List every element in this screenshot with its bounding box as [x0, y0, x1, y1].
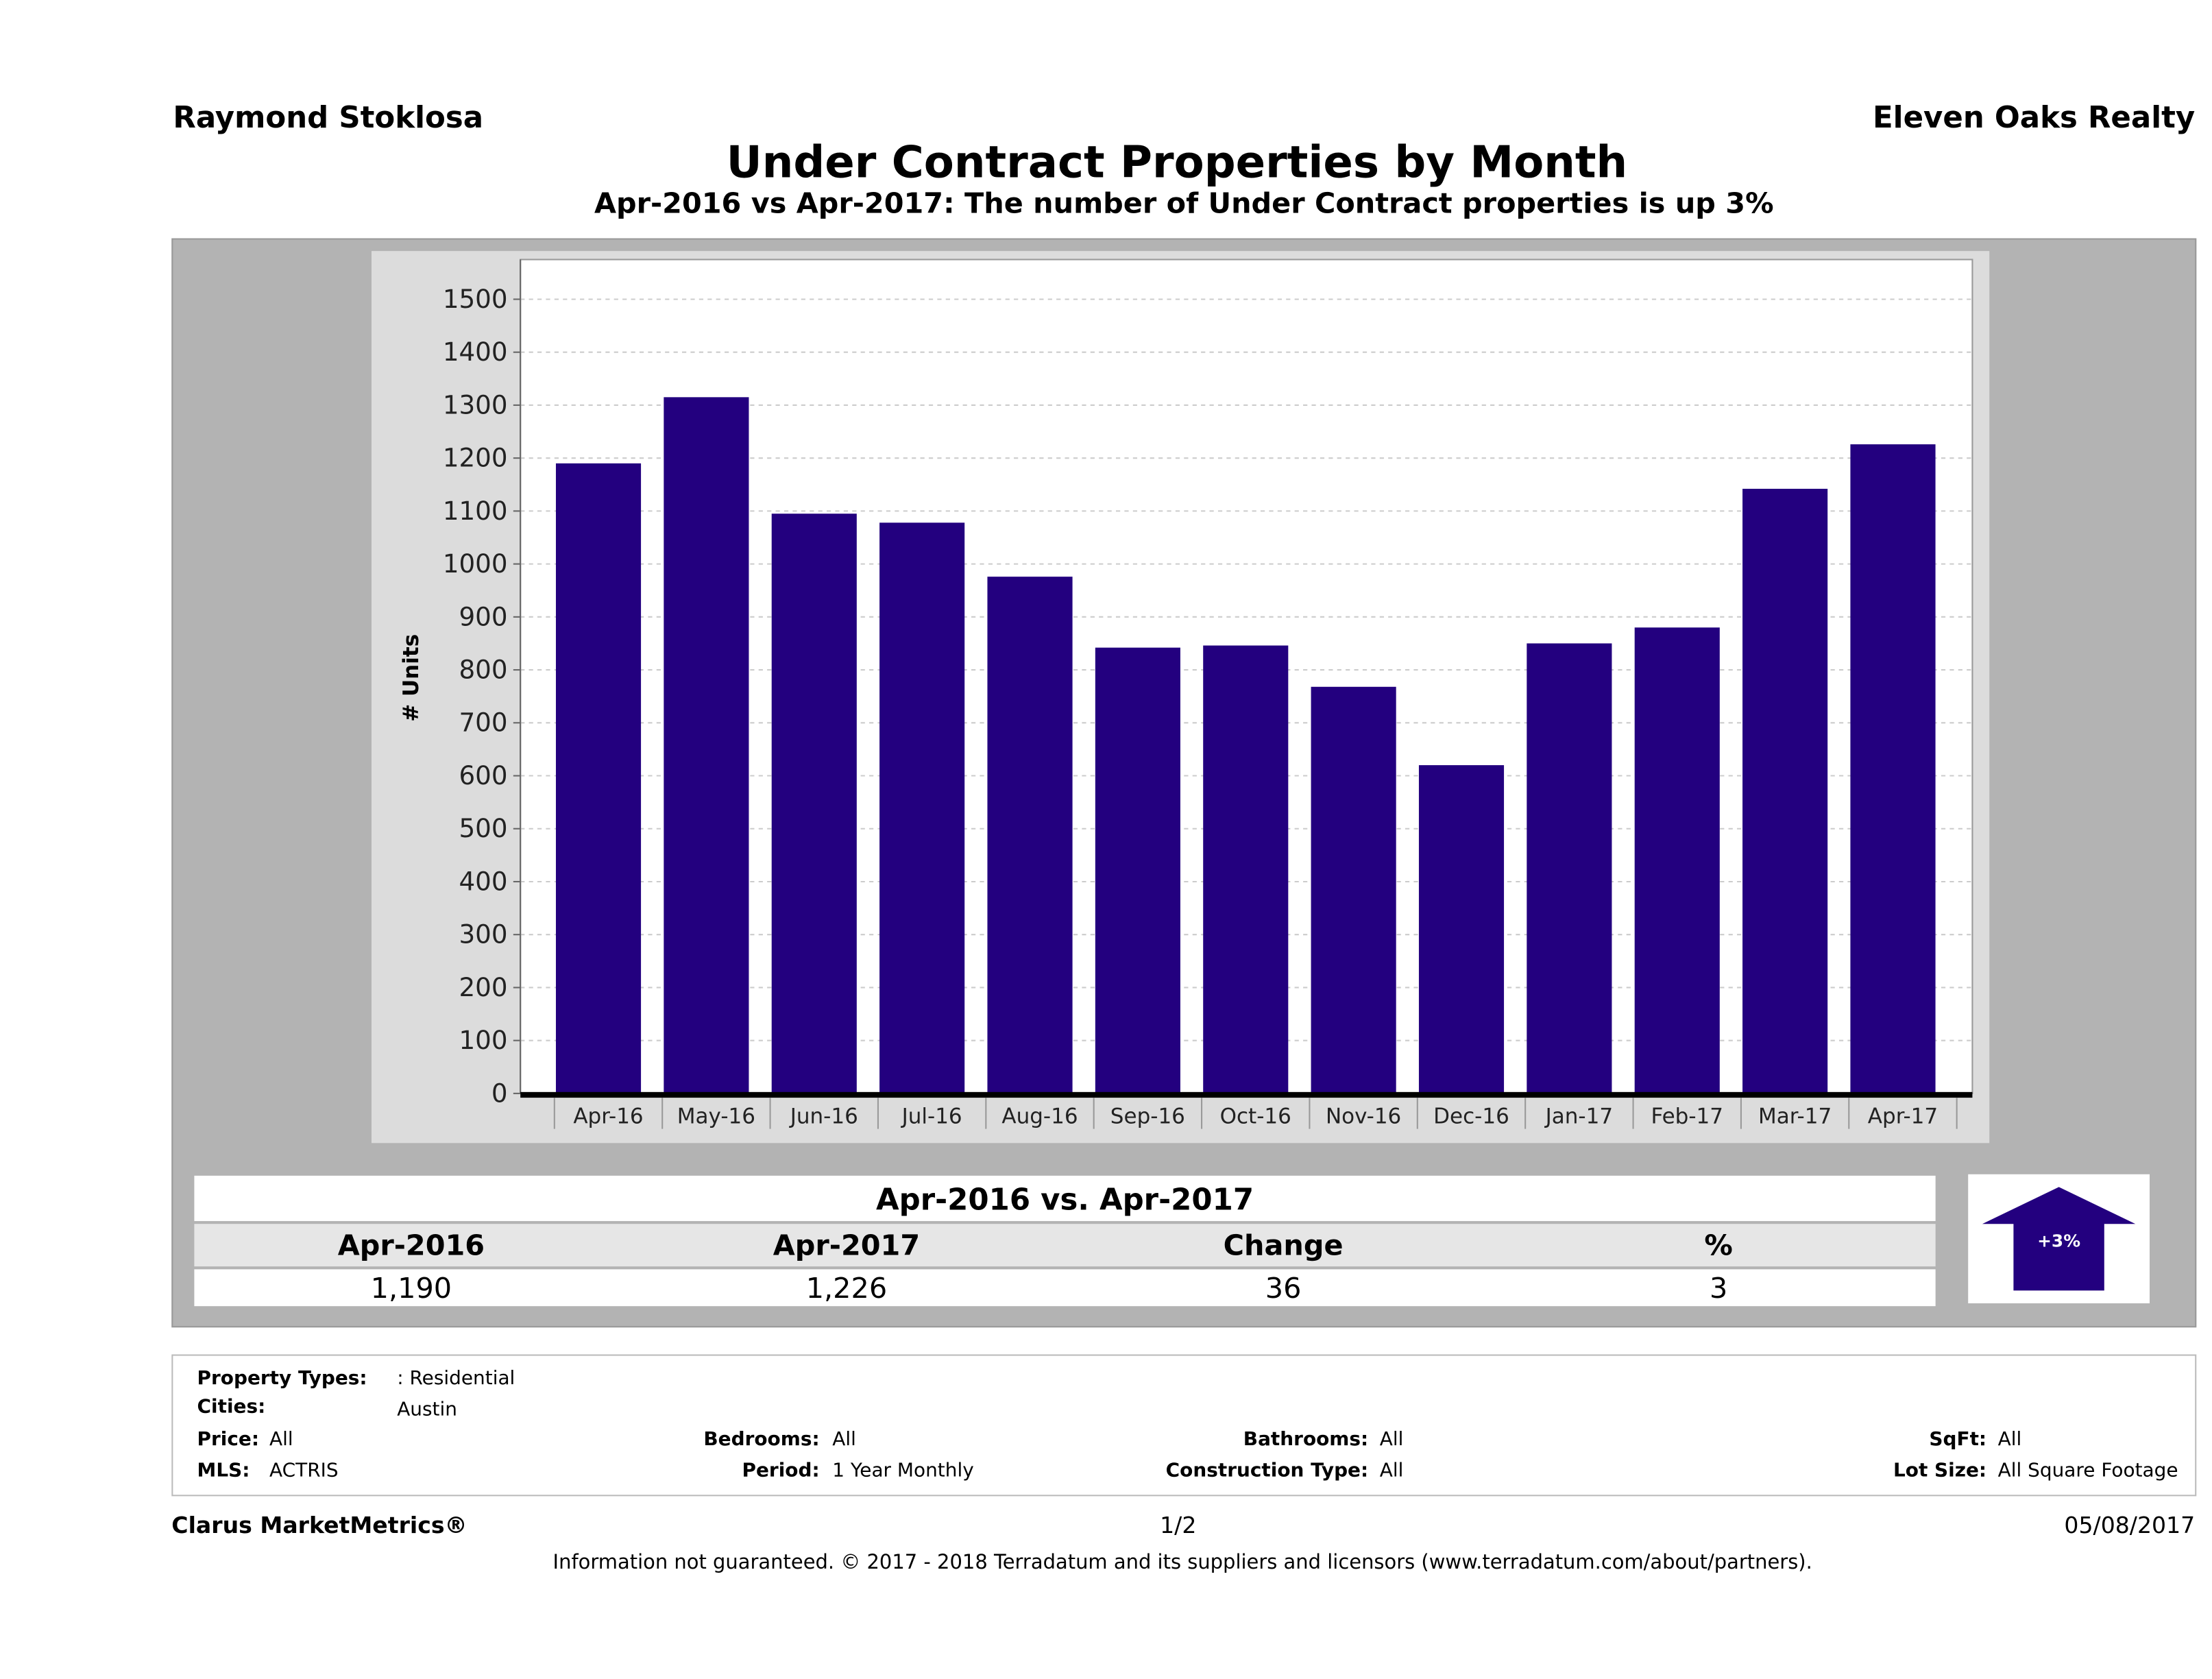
- bar-chart: 0 100 200 300 400 500 600 700 800 900 1000 1100 1200…: [399, 258, 1973, 1129]
- x-tick-label: Mar-17: [1758, 1104, 1832, 1128]
- filter-value: : Residential: [397, 1367, 515, 1390]
- x-tick-label: Nov-16: [1326, 1104, 1401, 1128]
- bar-jan-17: [1527, 643, 1612, 1094]
- y-tick-label: 600: [459, 760, 508, 790]
- y-tick-label: 100: [459, 1025, 508, 1055]
- summary-value: 1,190: [370, 1270, 452, 1305]
- bar-apr-17: [1850, 444, 1936, 1094]
- bar-feb-17: [1634, 627, 1720, 1094]
- bar-mar-17: [1742, 488, 1828, 1094]
- y-tick-label: 1500: [443, 284, 508, 314]
- bar-jun-16: [771, 514, 857, 1094]
- summary-value: 3: [1709, 1270, 1728, 1305]
- filter-label: Cities:: [197, 1395, 266, 1418]
- filter-value: 1 Year Monthly: [832, 1459, 974, 1482]
- page-title: Under Contract Properties by Month: [726, 137, 1628, 189]
- y-tick-label: 800: [459, 654, 508, 684]
- summary-header-row: Apr-2016 Apr-2017 Change %: [194, 1224, 1936, 1267]
- filter-value: All Square Footage: [1997, 1459, 2178, 1482]
- x-tick-label: Apr-16: [573, 1104, 643, 1128]
- x-tick-label: Jul-16: [901, 1104, 962, 1128]
- filter-label: Construction Type:: [1165, 1459, 1369, 1482]
- agent-name: Raymond Stoklosa: [173, 100, 484, 135]
- filter-value: All: [1997, 1428, 2022, 1451]
- summary-value: 36: [1265, 1270, 1302, 1305]
- y-tick-label: 1000: [443, 548, 508, 579]
- filter-summary: Property Types: : Residential Cities: Au…: [171, 1354, 2197, 1497]
- y-tick-label: 1300: [443, 389, 508, 420]
- filter-value: All: [1379, 1428, 1404, 1451]
- summary-col-header: %: [1704, 1228, 1733, 1263]
- y-tick-label: 0: [491, 1078, 508, 1108]
- filter-label: MLS:: [197, 1459, 250, 1482]
- y-tick-label: 300: [459, 919, 508, 950]
- y-tick-label: 900: [459, 601, 508, 631]
- x-tick-label: Apr-17: [1868, 1104, 1938, 1128]
- filter-value: All: [269, 1428, 293, 1451]
- y-tick-label: 200: [459, 972, 508, 1002]
- x-tick-label: Aug-16: [1001, 1104, 1078, 1128]
- bar-dec-16: [1418, 765, 1505, 1094]
- y-axis-label: # Units: [399, 634, 424, 722]
- x-tick-label: Feb-17: [1651, 1104, 1723, 1128]
- filter-label: Property Types:: [197, 1367, 367, 1390]
- x-tick-label: Jun-16: [789, 1104, 858, 1128]
- filter-value: ACTRIS: [269, 1459, 339, 1482]
- summary-col-header: Apr-2017: [773, 1228, 921, 1263]
- bar-apr-16: [555, 463, 642, 1094]
- filter-value: Austin: [397, 1398, 457, 1421]
- bar-sep-16: [1095, 647, 1180, 1094]
- bar-nov-16: [1311, 686, 1396, 1094]
- bar-may-16: [664, 397, 749, 1094]
- filter-label: Period:: [742, 1459, 820, 1482]
- bar-oct-16: [1203, 645, 1289, 1094]
- bar-aug-16: [987, 577, 1073, 1094]
- page-number: 1/2: [1160, 1512, 1197, 1539]
- disclaimer: Information not guaranteed. © 2017 - 201…: [552, 1551, 1812, 1575]
- summary-value-row: 1,190 1,226 36 3: [194, 1269, 1936, 1307]
- y-tick-label: 400: [459, 866, 508, 896]
- x-tick-label: Sep-16: [1110, 1104, 1185, 1128]
- up-arrow-icon: +3%: [1982, 1187, 2136, 1291]
- y-tick-label: 700: [459, 708, 508, 738]
- page-subtitle: Apr-2016 vs Apr-2017: The number of Unde…: [594, 185, 1774, 220]
- summary-col-header: Change: [1223, 1228, 1344, 1263]
- y-tick-label: 1400: [443, 337, 508, 367]
- filter-label: SqFt:: [1929, 1428, 1987, 1451]
- y-tick-label: 500: [459, 813, 508, 843]
- bar-jul-16: [879, 522, 965, 1094]
- filter-value: All: [1379, 1459, 1404, 1482]
- x-tick-label: Dec-16: [1433, 1104, 1509, 1128]
- x-tick-label: May-16: [677, 1104, 755, 1128]
- summary-col-header: Apr-2016: [337, 1228, 485, 1263]
- x-axis: [520, 1091, 1973, 1098]
- chart-container: 0 100 200 300 400 500 600 700 800 900 1000 1100 1200…: [371, 251, 1990, 1144]
- summary-value: 1,226: [805, 1270, 888, 1305]
- x-tick-label: Jan-17: [1544, 1104, 1613, 1128]
- filter-label: Price:: [197, 1428, 260, 1451]
- filter-label: Lot Size:: [1893, 1459, 1987, 1482]
- change-badge-label: +3%: [2037, 1231, 2080, 1251]
- x-tick-label: Oct-16: [1220, 1104, 1291, 1128]
- company-name: Eleven Oaks Realty: [1873, 100, 2196, 135]
- y-tick-label: 1200: [443, 443, 508, 473]
- filter-value: All: [832, 1428, 856, 1451]
- report-date: 05/08/2017: [2064, 1512, 2196, 1539]
- filter-label: Bedrooms:: [703, 1428, 820, 1451]
- change-badge: +3%: [1968, 1174, 2150, 1304]
- y-tick-label: 1100: [443, 496, 508, 526]
- summary-heading: Apr-2016 vs. Apr-2017: [194, 1175, 1936, 1222]
- footer-brand: Clarus MarketMetrics®: [171, 1512, 467, 1539]
- filter-label: Bathrooms:: [1243, 1428, 1369, 1451]
